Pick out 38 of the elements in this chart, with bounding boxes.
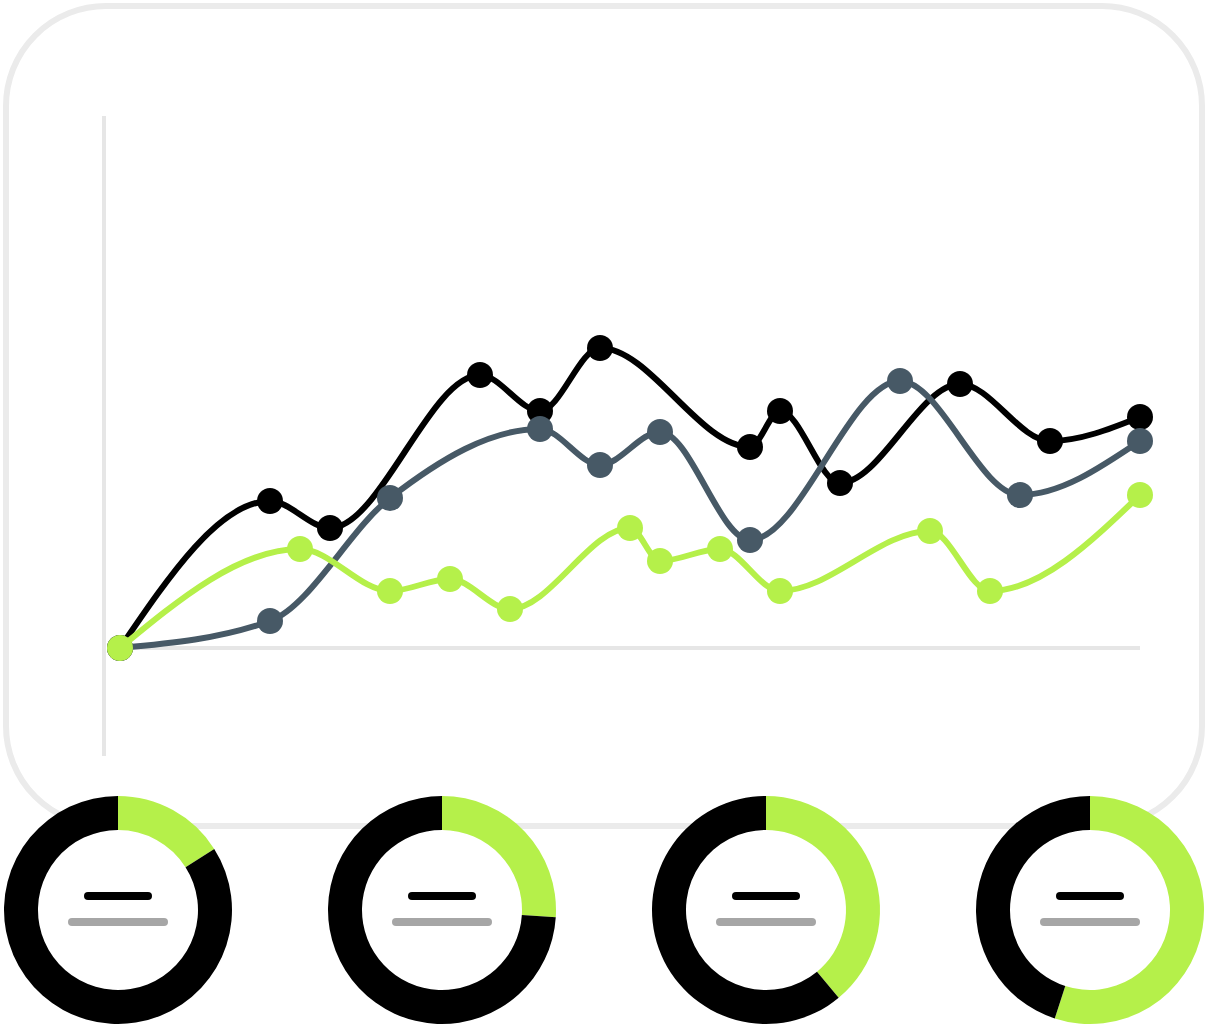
point [437, 566, 463, 592]
point [587, 335, 613, 361]
point [737, 527, 763, 553]
point [827, 470, 853, 496]
point [1127, 404, 1153, 430]
point [1127, 428, 1153, 454]
point [737, 434, 763, 460]
point [257, 488, 283, 514]
point [977, 578, 1003, 604]
point [1127, 482, 1153, 508]
point [1007, 482, 1033, 508]
point [467, 362, 493, 388]
point [377, 578, 403, 604]
donut-slice [976, 796, 1090, 1019]
point [887, 368, 913, 394]
point [257, 608, 283, 634]
donut-slice [442, 796, 556, 918]
point [767, 398, 793, 424]
donut-slice [652, 796, 839, 1024]
point [287, 536, 313, 562]
point [317, 515, 343, 541]
point [587, 452, 613, 478]
point [1037, 428, 1063, 454]
point [947, 371, 973, 397]
donut-slice [766, 796, 880, 998]
donut-slice [118, 796, 215, 868]
point [707, 536, 733, 562]
point [917, 518, 943, 544]
point [497, 596, 523, 622]
donut-slice [1054, 796, 1204, 1024]
point [647, 548, 673, 574]
point [617, 515, 643, 541]
donut-slice [328, 796, 556, 1024]
point [377, 485, 403, 511]
point [647, 419, 673, 445]
donut-slice [4, 796, 232, 1024]
point [767, 578, 793, 604]
point [527, 416, 553, 442]
